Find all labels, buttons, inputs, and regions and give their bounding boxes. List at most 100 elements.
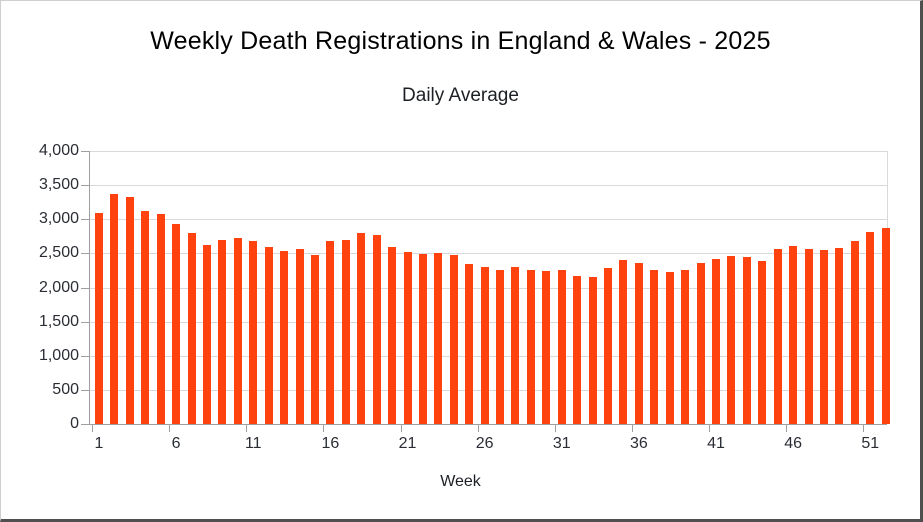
bar-week-9 — [218, 240, 227, 424]
bar-week-40 — [696, 263, 705, 424]
y-tick-label: 0 — [70, 415, 79, 432]
bar-week-47 — [804, 248, 813, 424]
bar-week-30 — [542, 271, 551, 424]
x-tick-label-6: 6 — [171, 435, 181, 452]
y-tick-mark — [81, 389, 89, 391]
y-tick-label: 4,000 — [38, 142, 79, 159]
bar-week-25 — [465, 263, 474, 424]
y-tick-label: 1,000 — [38, 346, 79, 364]
bar-week-10 — [233, 238, 242, 424]
bar-week-50 — [850, 241, 859, 424]
x-axis-title: Week — [440, 473, 481, 490]
bar-week-20 — [388, 247, 397, 424]
bar-week-35 — [619, 259, 628, 424]
bar-week-51 — [866, 231, 875, 424]
bar-week-43 — [742, 256, 751, 424]
bar-week-44 — [758, 260, 767, 424]
chart-subtitle: Daily Average — [402, 85, 519, 106]
y-tick-mark — [81, 151, 89, 152]
x-tick-label-16: 16 — [321, 435, 340, 452]
y-tick-label: 1,500 — [38, 312, 79, 330]
gridline-0 — [89, 424, 887, 425]
bar-week-27 — [496, 270, 505, 424]
y-tick-label: 2,500 — [38, 244, 79, 262]
x-tick-mark — [323, 425, 325, 432]
bar-week-22 — [418, 254, 427, 424]
bar-week-19 — [372, 234, 381, 424]
y-tick-mark — [81, 287, 89, 289]
bar-week-36 — [634, 263, 643, 424]
y-tick-mark — [81, 185, 89, 187]
y-tick-label: 3,000 — [38, 210, 79, 228]
bar-week-38 — [665, 272, 674, 424]
x-tick-mark — [400, 425, 402, 432]
bar-week-45 — [773, 249, 782, 424]
bar-week-31 — [557, 270, 566, 424]
x-tick-mark — [631, 425, 633, 432]
y-axis-line — [89, 151, 90, 425]
x-tick-label-11: 11 — [244, 435, 262, 452]
bar-week-2 — [110, 193, 119, 424]
y-tick-mark — [81, 355, 89, 357]
x-tick-mark — [786, 425, 788, 432]
bar-week-29 — [526, 269, 535, 424]
gridline-2500 — [89, 253, 887, 255]
bar-week-49 — [835, 247, 844, 424]
gridline-3500 — [89, 185, 887, 187]
bar-week-34 — [604, 267, 613, 424]
chart-title: Weekly Death Registrations in England & … — [150, 27, 771, 55]
bar-week-16 — [326, 241, 335, 424]
bar-week-48 — [819, 249, 828, 424]
y-tick-label: 2,000 — [38, 278, 79, 296]
bar-week-1 — [95, 213, 103, 424]
x-tick-mark — [709, 425, 710, 432]
gridline-4000 — [89, 151, 887, 152]
y-tick-mark — [81, 321, 89, 323]
bar-week-32 — [573, 275, 582, 424]
y-tick-label: 500 — [52, 380, 79, 398]
bar-week-46 — [789, 246, 798, 424]
y-tick-mark — [81, 219, 89, 221]
bar-week-7 — [187, 233, 196, 424]
bar-week-42 — [727, 255, 736, 424]
bar-week-12 — [264, 247, 273, 424]
x-tick-label-46: 46 — [784, 435, 803, 452]
bar-week-23 — [434, 253, 443, 424]
bar-week-24 — [449, 255, 458, 424]
bar-week-17 — [341, 239, 350, 424]
bar-week-52 — [881, 228, 890, 424]
x-tick-mark — [92, 425, 93, 432]
bar-week-4 — [141, 211, 150, 424]
bar-week-3 — [125, 197, 134, 424]
bar-week-18 — [357, 232, 366, 424]
plot-area — [89, 151, 890, 425]
x-tick-label-36: 36 — [629, 435, 648, 452]
x-tick-mark — [477, 425, 479, 432]
x-tick-label-41: 41 — [707, 435, 725, 452]
x-tick-mark — [554, 425, 556, 432]
y-tick-mark — [81, 253, 89, 255]
bar-week-14 — [295, 248, 304, 424]
bar-week-8 — [202, 244, 211, 424]
x-tick-mark — [246, 425, 248, 432]
x-tick-label-26: 26 — [475, 435, 494, 452]
bar-week-33 — [588, 276, 597, 424]
bar-week-13 — [280, 250, 289, 424]
bar-week-5 — [156, 214, 165, 424]
gridline-3000 — [89, 219, 887, 221]
x-tick-label-1: 1 — [94, 435, 104, 452]
x-tick-mark — [169, 425, 171, 432]
bar-week-21 — [403, 251, 412, 424]
bar-week-37 — [650, 270, 659, 424]
y-tick-mark — [81, 424, 89, 425]
bar-week-28 — [511, 267, 520, 424]
bar-week-15 — [310, 254, 319, 424]
y-tick-label: 3,500 — [38, 176, 79, 194]
x-tick-label-31: 31 — [552, 435, 571, 452]
x-tick-mark — [863, 425, 865, 432]
bar-week-26 — [480, 267, 489, 424]
x-tick-label-21: 21 — [398, 435, 417, 452]
bar-week-6 — [172, 223, 181, 424]
bar-week-39 — [681, 270, 690, 424]
